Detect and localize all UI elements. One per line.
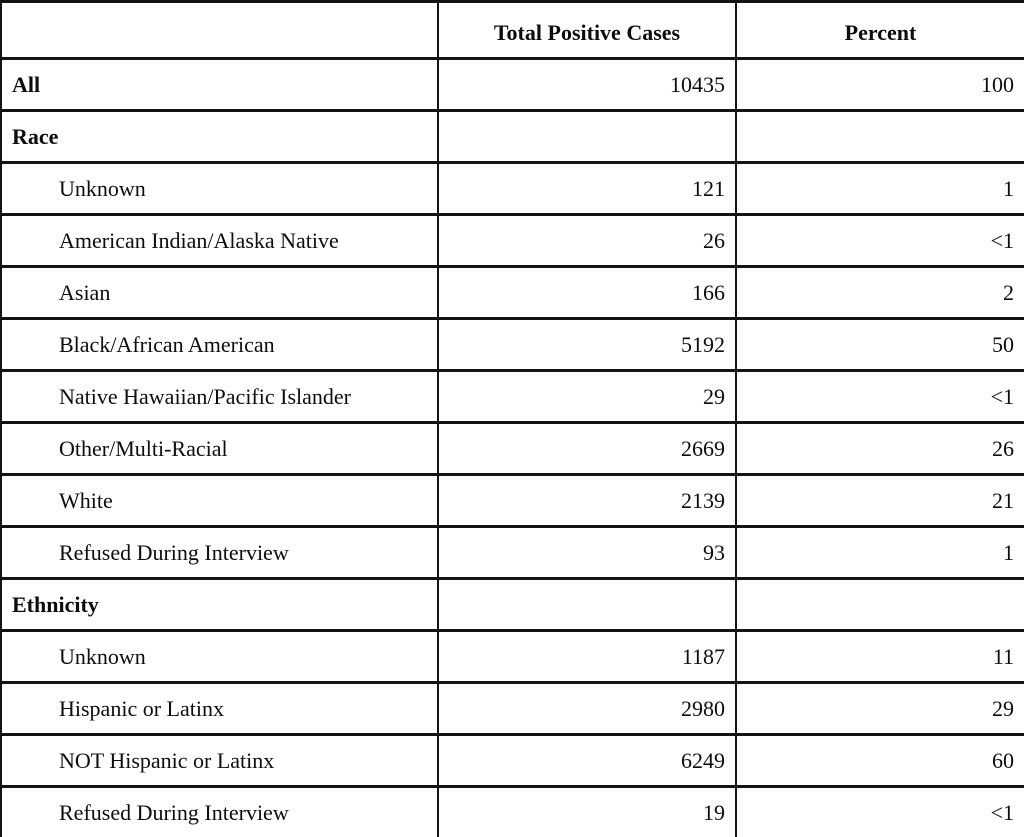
row-label: Refused During Interview <box>0 525 439 580</box>
section-label: Race <box>0 109 439 164</box>
percent-value: 100 <box>735 57 1024 112</box>
cases-value: 19 <box>437 785 737 837</box>
table-row-native-hawaiian-pacific-islander: Native Hawaiian/Pacific Islander 29 <1 <box>0 369 1024 424</box>
cases-value: 10435 <box>437 57 737 112</box>
cases-value: 166 <box>437 265 737 320</box>
percent-value: 11 <box>735 629 1024 684</box>
percent-value: 21 <box>735 473 1024 528</box>
table-row-american-indian-alaska-native: American Indian/Alaska Native 26 <1 <box>0 213 1024 268</box>
cases-value: 2139 <box>437 473 737 528</box>
percent-value: <1 <box>735 213 1024 268</box>
percent-value: 60 <box>735 733 1024 788</box>
cases-value: 1187 <box>437 629 737 684</box>
percent-value: <1 <box>735 785 1024 837</box>
cases-value <box>437 109 737 164</box>
cases-value: 2669 <box>437 421 737 476</box>
cases-value: 5192 <box>437 317 737 372</box>
percent-value: <1 <box>735 369 1024 424</box>
column-header-blank <box>0 0 439 60</box>
row-label: Other/Multi-Racial <box>0 421 439 476</box>
table-header-row: Total Positive Cases Percent <box>0 0 1024 60</box>
percent-value: 26 <box>735 421 1024 476</box>
cases-value: 93 <box>437 525 737 580</box>
cases-value: 26 <box>437 213 737 268</box>
row-label: Black/African American <box>0 317 439 372</box>
table-row-black-african-american: Black/African American 5192 50 <box>0 317 1024 372</box>
table-row-white: White 2139 21 <box>0 473 1024 528</box>
cases-value: 2980 <box>437 681 737 736</box>
percent-value: 50 <box>735 317 1024 372</box>
table-row-all: All 10435 100 <box>0 57 1024 112</box>
cases-value <box>437 577 737 632</box>
percent-value: 29 <box>735 681 1024 736</box>
row-label: Native Hawaiian/Pacific Islander <box>0 369 439 424</box>
row-label: Unknown <box>0 161 439 216</box>
row-label: American Indian/Alaska Native <box>0 213 439 268</box>
table-row-race-refused-during-interview: Refused During Interview 93 1 <box>0 525 1024 580</box>
table-row-other-multi-racial: Other/Multi-Racial 2669 26 <box>0 421 1024 476</box>
cases-value: 121 <box>437 161 737 216</box>
table-row-ethnicity-refused-during-interview: Refused During Interview 19 <1 <box>0 785 1024 837</box>
percent-value: 1 <box>735 525 1024 580</box>
table-row-asian: Asian 166 2 <box>0 265 1024 320</box>
table-row-ethnicity-unknown: Unknown 1187 11 <box>0 629 1024 684</box>
column-header-total-positive-cases: Total Positive Cases <box>437 0 737 60</box>
table-row-not-hispanic-or-latinx: NOT Hispanic or Latinx 6249 60 <box>0 733 1024 788</box>
row-label: NOT Hispanic or Latinx <box>0 733 439 788</box>
cases-value: 6249 <box>437 733 737 788</box>
row-label: Refused During Interview <box>0 785 439 837</box>
table-row-hispanic-or-latinx: Hispanic or Latinx 2980 29 <box>0 681 1024 736</box>
table-row-race-unknown: Unknown 121 1 <box>0 161 1024 216</box>
percent-value <box>735 109 1024 164</box>
cases-value: 29 <box>437 369 737 424</box>
percent-value <box>735 577 1024 632</box>
table-row-section-ethnicity: Ethnicity <box>0 577 1024 632</box>
row-label: Unknown <box>0 629 439 684</box>
section-label: Ethnicity <box>0 577 439 632</box>
row-label: Hispanic or Latinx <box>0 681 439 736</box>
row-label: All <box>0 57 439 112</box>
percent-value: 1 <box>735 161 1024 216</box>
row-label: White <box>0 473 439 528</box>
row-label: Asian <box>0 265 439 320</box>
column-header-percent: Percent <box>735 0 1024 60</box>
percent-value: 2 <box>735 265 1024 320</box>
table-row-section-race: Race <box>0 109 1024 164</box>
